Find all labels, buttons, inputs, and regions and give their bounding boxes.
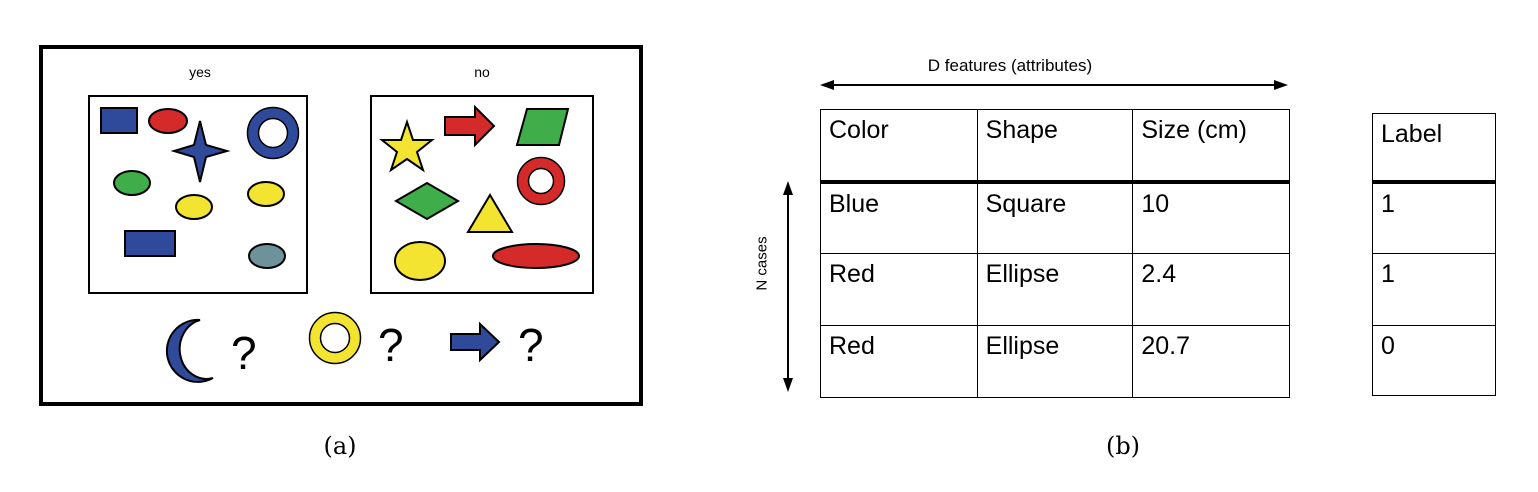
table-row: Red Ellipse 20.7 [820, 325, 1290, 398]
panel-a-caption: (a) [323, 432, 357, 460]
blue-rectangle-shape [100, 107, 138, 134]
yellow-ellipse-shape [175, 194, 213, 220]
label-cell: 1 [1372, 253, 1496, 326]
yellow-star-shape [379, 118, 435, 173]
red-ring-shape [517, 157, 565, 205]
column-header: Size (cm) [1132, 109, 1290, 184]
table-cell: 10 [1132, 181, 1290, 254]
red-ellipse-shape [492, 243, 580, 269]
yes-examples-box [88, 95, 308, 294]
table-cell: Red [820, 253, 978, 326]
blue-crescent-shape [165, 318, 214, 383]
column-header: Shape [976, 109, 1134, 184]
yellow-ring-shape [309, 312, 361, 364]
label-column-header: Label [1372, 113, 1496, 184]
query-question-mark: ? [378, 319, 404, 371]
panel-a-shapes [100, 104, 580, 383]
yes-group-title: yes [189, 64, 211, 80]
yellow-ellipse-shape [247, 181, 285, 207]
panel-b-arrows [783, 80, 1288, 392]
table-cell: Ellipse [976, 325, 1134, 398]
green-parallelogram-shape [515, 108, 570, 146]
table-row: 1 [1372, 253, 1496, 326]
query-question-mark: ? [518, 319, 544, 371]
label-cell: 1 [1372, 181, 1496, 254]
features-axis-label: D features (attributes) [927, 56, 1093, 75]
yellow-triangle-shape [466, 193, 514, 233]
query-question-mark: ? [231, 327, 257, 379]
table-cell: Square [976, 181, 1134, 254]
label-table: Label 1 1 0 [1372, 113, 1496, 396]
panel-a-frame [39, 45, 643, 406]
gray-ellipse-shape [248, 243, 286, 269]
table-cell: Blue [820, 181, 978, 254]
blue-rectangle-shape [124, 230, 176, 257]
cases-axis-label: N cases [753, 236, 771, 291]
label-table-header-row: Label [1372, 113, 1496, 184]
red-ellipse-shape [148, 108, 188, 134]
no-examples-box [370, 95, 594, 294]
table-row: Red Ellipse 2.4 [820, 253, 1290, 326]
table-row: 0 [1372, 325, 1496, 396]
table-cell: 2.4 [1132, 253, 1290, 326]
blue-four-point-star-shape [170, 120, 231, 183]
blue-ring-shape [247, 107, 299, 159]
column-header: Color [820, 109, 978, 184]
panel-b-caption: (b) [1105, 432, 1141, 460]
table-cell: 20.7 [1132, 325, 1290, 398]
blue-arrow-shape [450, 321, 501, 363]
feature-table: Color Shape Size (cm) Blue Square 10 Red… [820, 109, 1290, 398]
table-cell: Ellipse [976, 253, 1134, 326]
green-ellipse-shape [113, 170, 151, 196]
label-cell: 0 [1372, 325, 1496, 396]
red-arrow-shape [444, 104, 496, 148]
no-group-title: no [474, 64, 490, 80]
feature-table-header-row: Color Shape Size (cm) [820, 109, 1290, 184]
table-row: Blue Square 10 [820, 181, 1290, 254]
green-diamond-shape [394, 181, 460, 221]
yellow-ellipse-shape [394, 241, 446, 281]
table-row: 1 [1372, 181, 1496, 254]
table-cell: Red [820, 325, 978, 398]
